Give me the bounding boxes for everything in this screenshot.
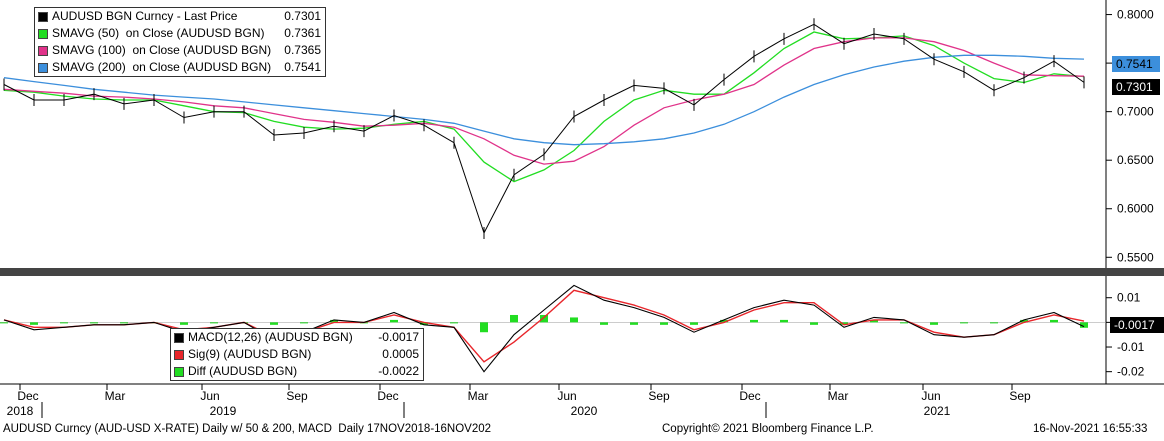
macd-legend-entry[interactable]: MACD(12,26) (AUDUSD BGN) -0.0017	[171, 329, 423, 346]
macd-diff-bar	[180, 322, 188, 325]
price-legend-value: 0.7361	[284, 26, 321, 40]
macd-diff-bar	[690, 322, 698, 325]
macd-diff-bar	[420, 322, 428, 325]
macd-diff-bar	[210, 322, 218, 324]
macd-y-tick-label: -0.01	[1117, 340, 1145, 354]
price-legend-swatch	[38, 45, 48, 56]
macd-legend-swatch	[174, 366, 184, 377]
macd-diff-bar	[810, 322, 818, 325]
macd-legend-swatch	[174, 332, 184, 343]
price-legend-label: SMAVG (50) on Close (AUDUSD BGN)	[52, 26, 265, 40]
macd-legend[interactable]: MACD(12,26) (AUDUSD BGN) -0.0017 Sig(9) (A…	[170, 328, 424, 381]
macd-diff-bar	[510, 314, 518, 323]
price-y-tick-label: 0.7000	[1117, 105, 1154, 119]
panel-divider	[0, 268, 1164, 276]
macd-diff-bar	[330, 319, 338, 323]
price-legend-label: AUDUSD BGN Curncy - Last Price	[52, 9, 238, 23]
x-tick-label: Mar	[828, 389, 849, 403]
footer-timestamp: 16-Nov-2021 16:55:33	[1033, 423, 1148, 435]
macd-diff-bar	[750, 319, 758, 323]
x-tick-label: Sep	[1009, 389, 1031, 403]
moving-average-line	[3, 54, 1085, 146]
price-legend-swatch	[38, 11, 48, 22]
macd-diff-bar	[630, 322, 638, 325]
x-tick-label: Mar	[105, 389, 126, 403]
macd-diff-bar	[600, 322, 608, 325]
macd-diff-bar	[450, 322, 458, 324]
price-line	[3, 23, 1085, 235]
price-legend-entry[interactable]: AUDUSD BGN Curncy - Last Price 0.7301	[35, 8, 325, 25]
macd-diff-bar	[1080, 322, 1088, 328]
footer-copyright: Copyright© 2021 Bloomberg Finance L.P.	[662, 423, 874, 435]
price-y-tick-label: 0.8000	[1117, 8, 1154, 22]
price-y-tick-label: 0.5500	[1117, 250, 1154, 264]
macd-diff-bar	[0, 322, 8, 324]
x-tick-label: Dec	[739, 389, 760, 403]
price-legend-label: SMAVG (100) on Close (AUDUSD BGN)	[52, 43, 272, 57]
macd-diff-bar	[570, 317, 578, 323]
macd-diff-bar	[900, 322, 908, 324]
x-tick-label: Jun	[921, 389, 940, 403]
macd-diff-bar	[390, 319, 398, 323]
macd-legend-label: Sig(9) (AUDUSD BGN)	[188, 347, 312, 361]
year-label: 2018	[7, 404, 34, 418]
macd-diff-bar	[990, 322, 998, 324]
price-legend-label: SMAVG (200) on Close (AUDUSD BGN)	[52, 60, 272, 74]
macd-diff-bar	[720, 319, 728, 323]
macd-diff-bar	[90, 322, 98, 324]
macd-legend-entry[interactable]: Sig(9) (AUDUSD BGN) 0.0005	[171, 346, 423, 363]
x-tick-label: Dec	[377, 389, 398, 403]
macd-legend-label: Diff (AUDUSD BGN)	[188, 364, 298, 378]
macd-diff-bar	[960, 322, 968, 324]
macd-diff-bar	[270, 322, 278, 325]
sma200-value-tag: 0.7541	[1112, 56, 1160, 72]
macd-legend-entry[interactable]: Diff (AUDUSD BGN) -0.0022	[171, 363, 423, 380]
price-legend-value: 0.7365	[284, 43, 321, 57]
price-legend-value: 0.7541	[284, 60, 321, 74]
year-label: 2020	[571, 404, 598, 418]
macd-diff-bar	[870, 319, 878, 323]
x-tick-label: Dec	[17, 389, 38, 403]
macd-y-tick-label: -0.02	[1117, 365, 1145, 379]
price-legend-entry[interactable]: SMAVG (100) on Close (AUDUSD BGN) 0.7365	[35, 42, 325, 59]
price-legend-entry[interactable]: SMAVG (50) on Close (AUDUSD BGN) 0.7361	[35, 25, 325, 42]
macd-diff-bar	[1050, 319, 1058, 323]
x-tick-label: Sep	[286, 389, 308, 403]
macd-legend-label: MACD(12,26) (AUDUSD BGN)	[188, 330, 353, 344]
x-tick-label: Jun	[200, 389, 219, 403]
macd-diff-bar	[30, 322, 38, 325]
x-tick-label: Sep	[648, 389, 670, 403]
macd-diff-bar	[780, 319, 788, 323]
macd-legend-swatch	[174, 349, 184, 360]
macd-diff-bar	[840, 322, 848, 325]
x-tick-label: Mar	[468, 389, 489, 403]
price-legend-swatch	[38, 62, 48, 73]
price-legend[interactable]: AUDUSD BGN Curncy - Last Price 0.7301 SMAV…	[34, 7, 326, 77]
macd-value-tag: -0.0017	[1110, 317, 1164, 333]
last-price-value-tag: 0.7301	[1112, 79, 1160, 95]
footer-description: AUDUSD Curncy (AUD-USD X-RATE) Daily w/ …	[3, 423, 492, 435]
macd-y-tick-label: 0.01	[1117, 291, 1141, 305]
macd-diff-bar	[1020, 319, 1028, 323]
year-label: 2019	[210, 404, 237, 418]
macd-diff-bar	[120, 322, 128, 324]
price-legend-value: 0.7301	[284, 9, 321, 23]
macd-diff-bar	[930, 322, 938, 325]
macd-diff-bar	[540, 314, 548, 323]
price-y-tick-label: 0.6000	[1117, 202, 1154, 216]
price-y-tick-label: 0.6500	[1117, 153, 1154, 167]
price-legend-swatch	[38, 28, 48, 39]
price-legend-entry[interactable]: SMAVG (200) on Close (AUDUSD BGN) 0.7541	[35, 59, 325, 76]
macd-legend-value: 0.0005	[382, 347, 419, 361]
macd-legend-value: -0.0022	[378, 364, 419, 378]
x-tick-label: Jun	[557, 389, 576, 403]
year-label: 2021	[924, 404, 951, 418]
macd-diff-bar	[300, 322, 308, 324]
macd-legend-value: -0.0017	[378, 330, 419, 344]
macd-diff-bar	[660, 322, 668, 325]
macd-diff-bar	[480, 322, 488, 333]
macd-diff-bar	[60, 322, 68, 324]
